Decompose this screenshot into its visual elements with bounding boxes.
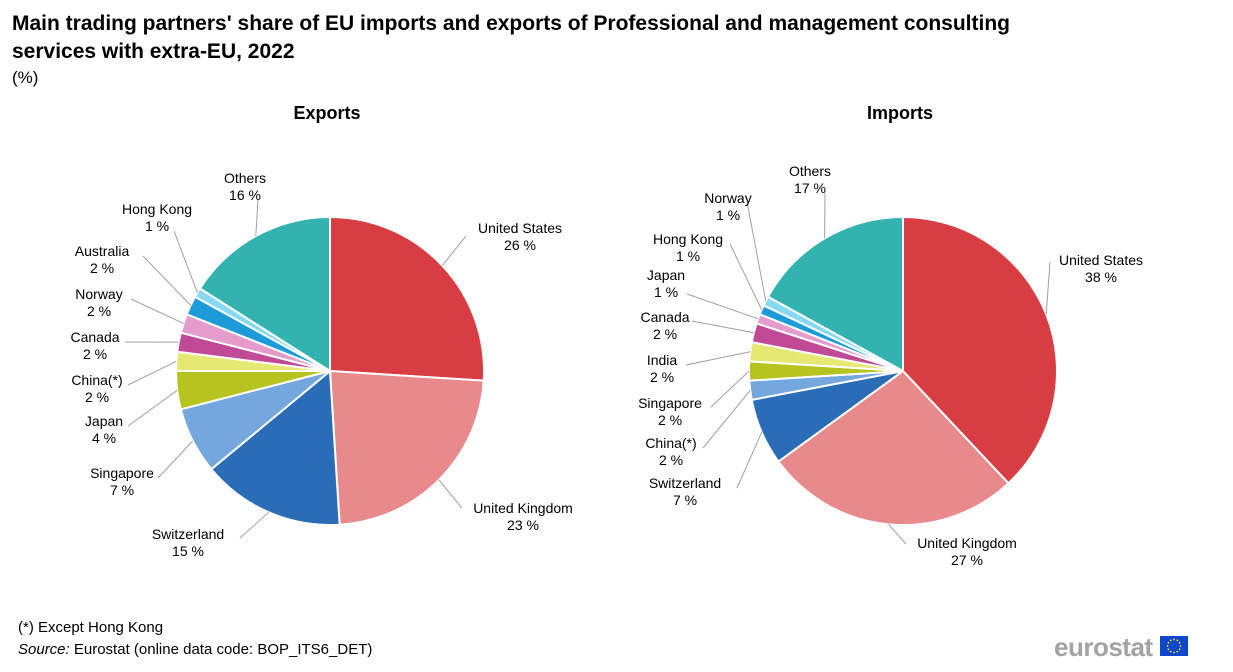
exports-leader-switzerland xyxy=(239,511,270,539)
exports-value-singapore: 7 % xyxy=(110,482,134,498)
chart-unit: (%) xyxy=(12,68,39,87)
exports-leader-others xyxy=(255,199,259,237)
exports-leader-japan xyxy=(127,389,178,427)
exports-value-australia: 2 % xyxy=(90,260,114,276)
imports-label-others: Others xyxy=(789,163,831,179)
imports-value-hong-kong: 1 % xyxy=(676,248,700,264)
imports-slice-others xyxy=(766,215,904,373)
imports-leader-japan xyxy=(686,293,759,320)
imports-leader-united-states xyxy=(1045,261,1051,315)
imports-label-norway: Norway xyxy=(704,190,751,206)
exports-leader-singapore xyxy=(157,440,194,479)
exports-pie-title: Exports xyxy=(293,103,360,123)
exports-leader-hong-kong xyxy=(173,230,198,293)
imports-label-canada: Canada xyxy=(640,309,689,325)
exports-slice-united-states xyxy=(329,215,486,382)
exports-leader-china xyxy=(127,360,177,386)
imports-leader-switzerland xyxy=(736,431,763,489)
imports-leader-china xyxy=(702,389,751,449)
source-label: Source: xyxy=(18,641,70,658)
imports-value-singapore: 2 % xyxy=(658,412,682,428)
imports-value-canada: 2 % xyxy=(653,326,677,342)
imports-value-japan: 1 % xyxy=(654,284,678,300)
imports-leader-india xyxy=(685,351,751,366)
exports-label-singapore: Singapore xyxy=(90,465,154,481)
footnote: (*) Except Hong Kong xyxy=(18,619,164,636)
imports-leader-norway xyxy=(746,201,767,302)
exports-slice-switzerland xyxy=(209,368,341,527)
exports-slice-others xyxy=(198,215,331,373)
source-note: Source: Eurostat (online data code: BOP_… xyxy=(18,641,372,658)
imports-label-china: China(*) xyxy=(645,435,696,451)
exports-value-japan: 4 % xyxy=(92,430,116,446)
exports-leader-united-kingdom xyxy=(438,479,463,509)
imports-label-switzerland: Switzerland xyxy=(649,475,721,491)
exports-value-hong-kong: 1 % xyxy=(145,218,169,234)
source-text: Eurostat (online data code: BOP_ITS6_DET… xyxy=(69,641,373,658)
imports-value-others: 17 % xyxy=(794,180,826,196)
imports-value-switzerland: 7 % xyxy=(673,492,697,508)
exports-value-united-kingdom: 23 % xyxy=(507,517,539,533)
imports-value-norway: 1 % xyxy=(716,207,740,223)
exports-label-united-kingdom: United Kingdom xyxy=(473,500,573,516)
exports-value-united-states: 26 % xyxy=(504,237,536,253)
eu-flag-icon xyxy=(1160,636,1188,656)
imports-leader-singapore xyxy=(710,370,750,408)
exports-value-norway: 2 % xyxy=(87,303,111,319)
imports-label-india: India xyxy=(647,352,678,368)
imports-label-singapore: Singapore xyxy=(638,395,702,411)
exports-value-switzerland: 15 % xyxy=(172,543,204,559)
chart-title: Main trading partners' share of EU impor… xyxy=(12,12,1010,63)
imports-value-united-states: 38 % xyxy=(1085,269,1117,285)
exports-value-china: 2 % xyxy=(85,389,109,405)
exports-leader-united-states xyxy=(441,235,467,266)
imports-pie-title: Imports xyxy=(867,103,933,123)
imports-value-china: 2 % xyxy=(659,452,683,468)
exports-label-switzerland: Switzerland xyxy=(152,526,224,542)
imports-value-united-kingdom: 27 % xyxy=(951,552,983,568)
imports-leader-canada xyxy=(691,320,754,334)
exports-label-hong-kong: Hong Kong xyxy=(122,201,192,217)
exports-label-canada: Canada xyxy=(70,329,119,345)
exports-label-united-states: United States xyxy=(478,220,562,236)
exports-label-norway: Norway xyxy=(75,286,122,302)
logo-text: eurostat xyxy=(1054,632,1153,662)
imports-label-hong-kong: Hong Kong xyxy=(653,231,723,247)
exports-leader-australia xyxy=(142,255,192,306)
exports-label-china: China(*) xyxy=(71,372,122,388)
exports-slice-united-kingdom xyxy=(328,369,485,526)
imports-value-india: 2 % xyxy=(650,369,674,385)
imports-label-japan: Japan xyxy=(647,267,685,283)
exports-label-australia: Australia xyxy=(75,243,130,259)
imports-leader-hong-kong xyxy=(729,243,763,311)
imports-label-united-states: United States xyxy=(1059,252,1143,268)
imports-leader-united-kingdom xyxy=(888,523,907,545)
imports-slice-united-states xyxy=(902,215,1058,485)
imports-label-united-kingdom: United Kingdom xyxy=(917,535,1017,551)
exports-value-others: 16 % xyxy=(229,187,261,203)
exports-leader-norway xyxy=(130,298,184,324)
exports-label-others: Others xyxy=(224,170,266,186)
exports-value-canada: 2 % xyxy=(83,346,107,362)
exports-label-japan: Japan xyxy=(85,413,123,429)
